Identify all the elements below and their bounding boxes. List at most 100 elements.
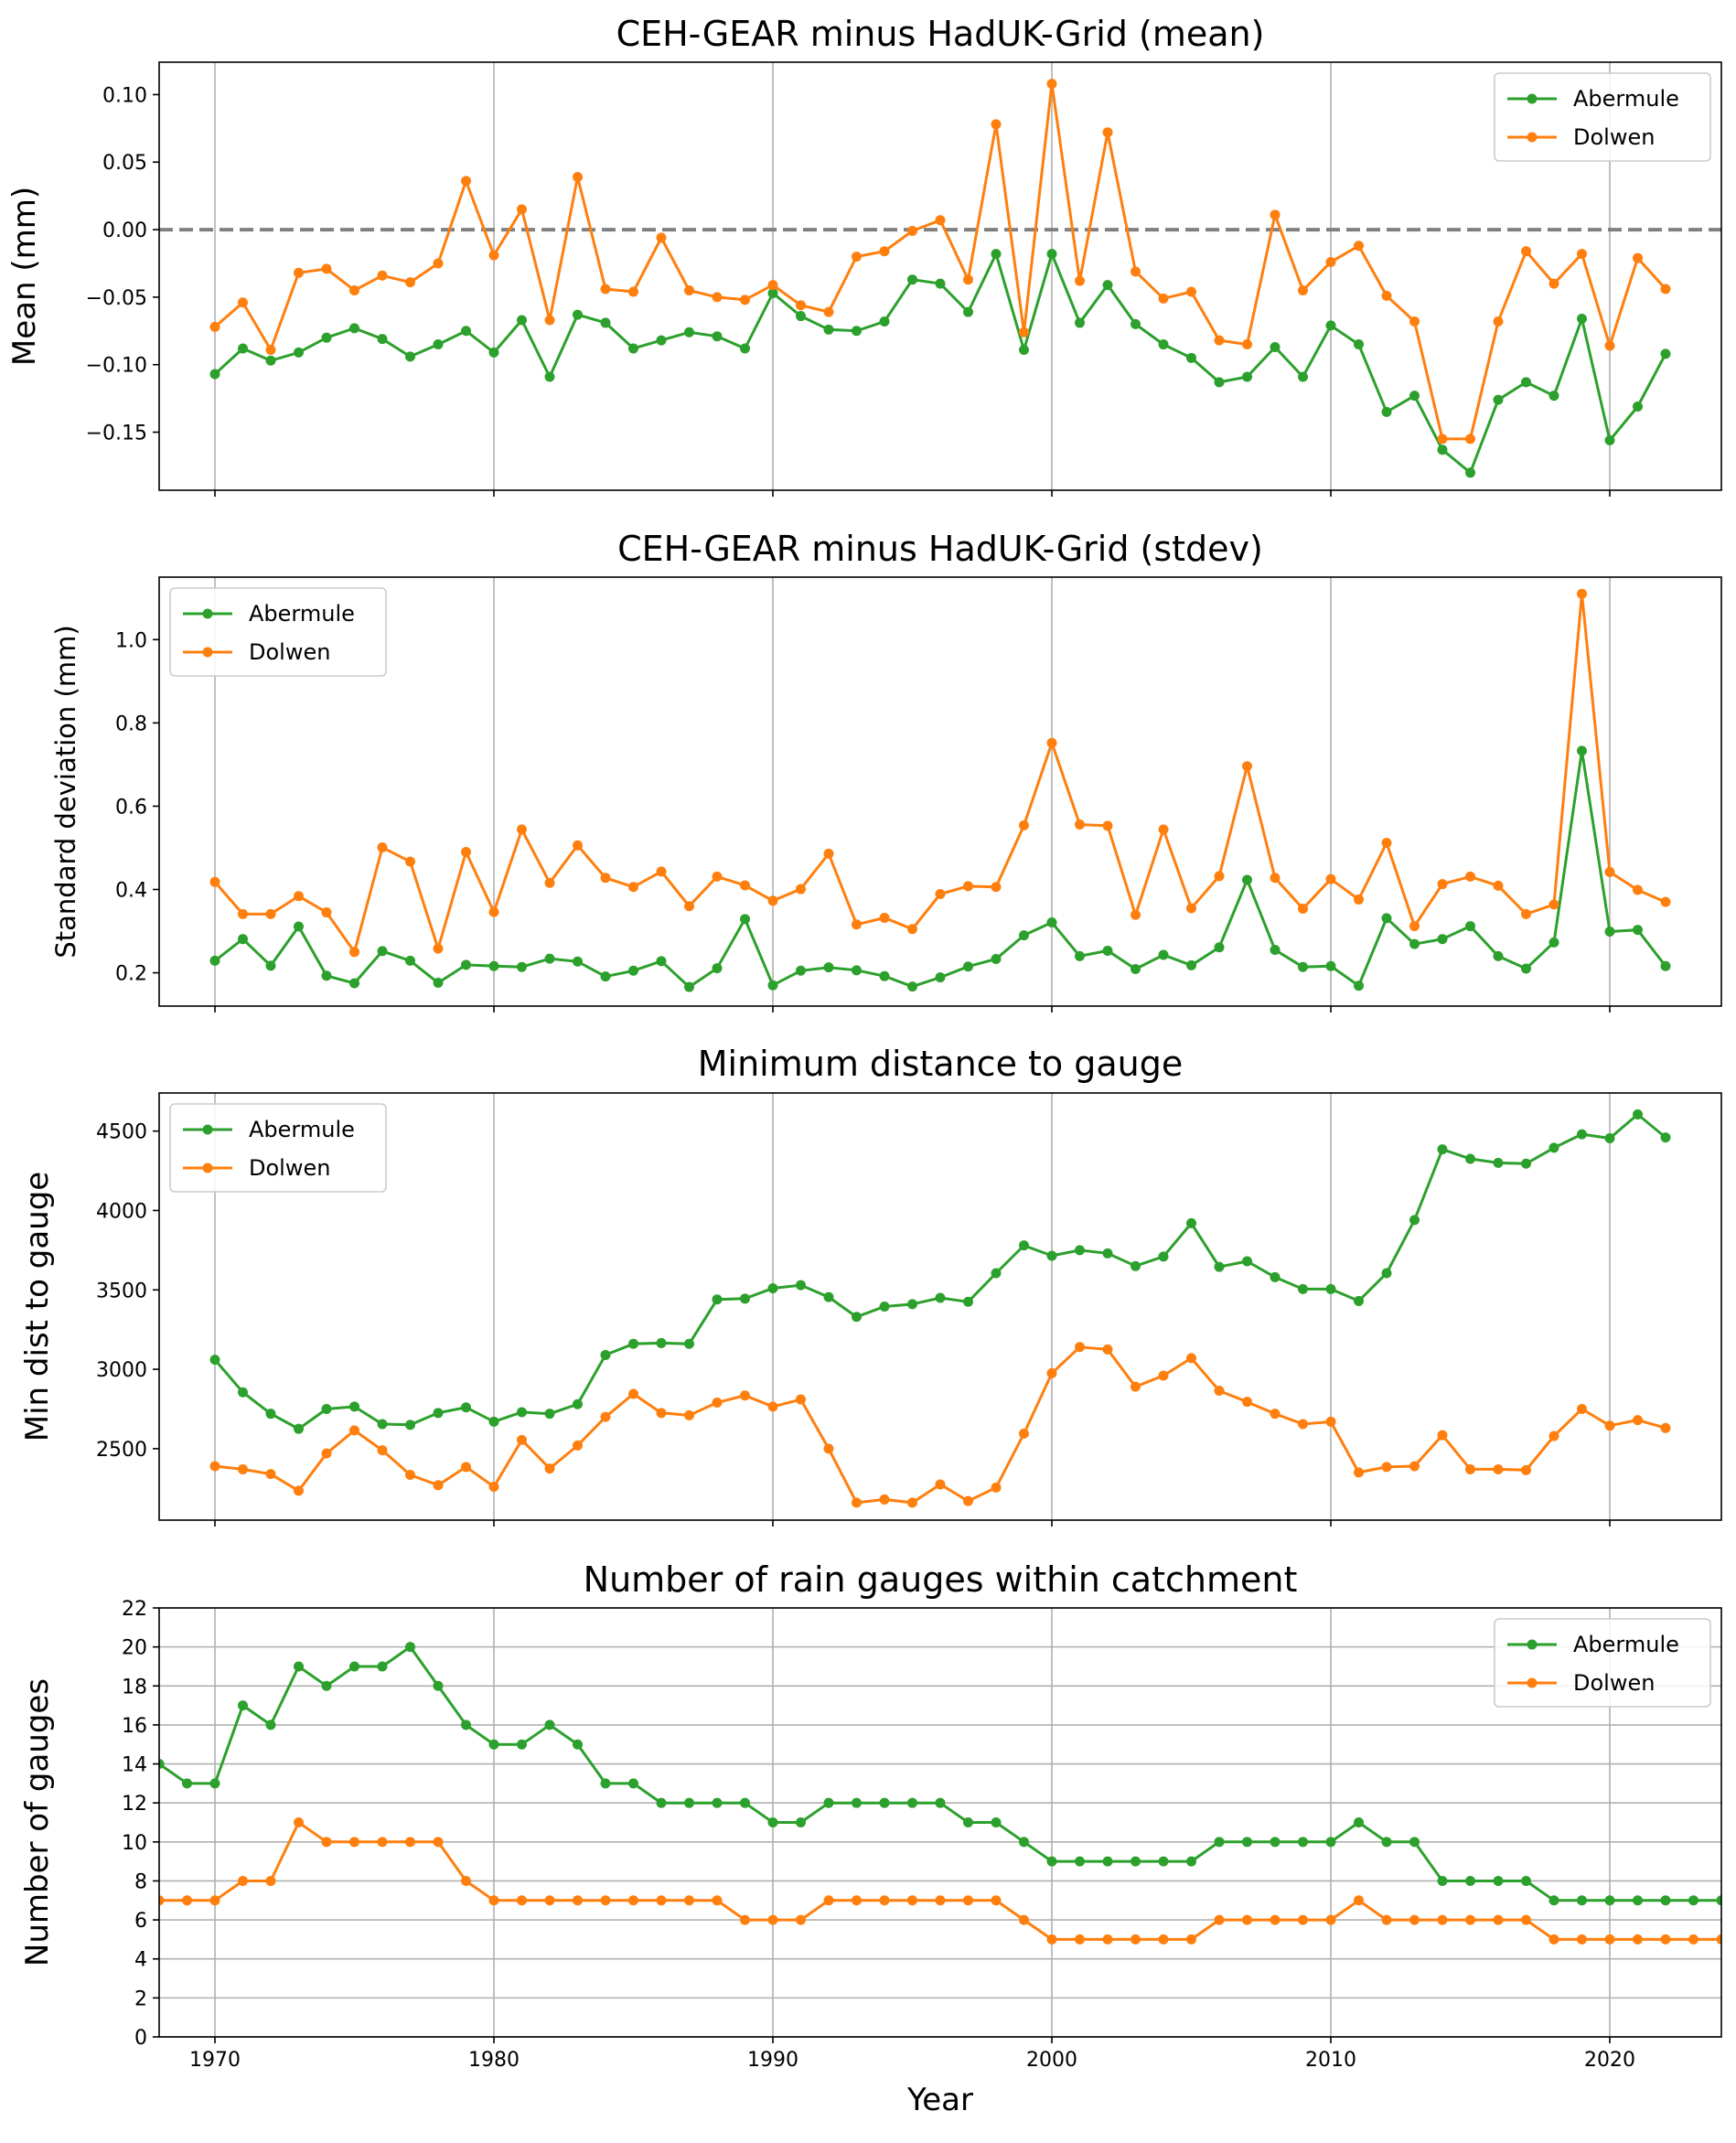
data-point bbox=[1465, 1875, 1475, 1886]
data-point bbox=[600, 971, 611, 982]
data-point bbox=[1521, 246, 1531, 257]
data-point bbox=[1075, 1856, 1085, 1867]
data-point bbox=[209, 1461, 220, 1472]
axes-frame bbox=[158, 61, 1722, 491]
data-point bbox=[1521, 963, 1531, 974]
series-dolwen bbox=[209, 1342, 1671, 1508]
data-point bbox=[1075, 275, 1085, 286]
legend-entry-abermule: Abermule bbox=[249, 601, 355, 627]
series-abermule bbox=[159, 1642, 1721, 1906]
data-point bbox=[1437, 1875, 1448, 1886]
data-point bbox=[1046, 1856, 1057, 1867]
data-point bbox=[991, 1817, 1002, 1827]
y-tick-label: 2 bbox=[134, 1988, 147, 2010]
data-point bbox=[1604, 1895, 1615, 1906]
y-tick-label: 22 bbox=[122, 1598, 147, 1621]
data-point bbox=[405, 955, 415, 966]
data-point bbox=[1633, 1895, 1643, 1906]
data-point bbox=[1186, 286, 1196, 297]
data-point bbox=[684, 327, 694, 338]
data-point bbox=[1270, 1409, 1281, 1420]
data-point bbox=[963, 961, 973, 972]
data-point bbox=[1019, 327, 1029, 338]
data-point bbox=[991, 882, 1002, 893]
data-point bbox=[907, 274, 917, 285]
data-point bbox=[1075, 317, 1085, 328]
y-tick-label: 4000 bbox=[96, 1200, 147, 1223]
series-line-abermule bbox=[214, 750, 1667, 990]
data-point bbox=[1660, 960, 1671, 971]
data-point bbox=[1102, 820, 1113, 831]
data-point bbox=[1633, 1934, 1643, 1945]
data-point bbox=[1158, 1251, 1169, 1262]
data-point bbox=[405, 1420, 415, 1430]
data-point bbox=[852, 1497, 862, 1508]
data-point bbox=[1633, 401, 1643, 412]
legend-entry-abermule: Abermule bbox=[1573, 1632, 1679, 1657]
data-point bbox=[1075, 1245, 1085, 1256]
data-point bbox=[294, 347, 304, 358]
data-point bbox=[1186, 903, 1196, 914]
data-point bbox=[1548, 1142, 1559, 1153]
data-point bbox=[1325, 1837, 1336, 1848]
x-axis-label: Year bbox=[906, 2082, 973, 2118]
data-point bbox=[1298, 903, 1308, 914]
data-point bbox=[767, 1817, 778, 1827]
data-point bbox=[712, 963, 723, 974]
data-point bbox=[1242, 371, 1252, 382]
data-point bbox=[182, 1778, 192, 1789]
data-point bbox=[209, 321, 220, 332]
data-point bbox=[1158, 1856, 1169, 1867]
chart-title: Minimum distance to gauge bbox=[698, 1044, 1184, 1084]
data-point bbox=[1437, 445, 1448, 455]
data-point bbox=[1354, 1817, 1364, 1827]
data-point bbox=[377, 1419, 388, 1430]
data-point bbox=[377, 270, 388, 281]
data-point bbox=[796, 1394, 806, 1405]
data-point bbox=[1186, 1353, 1196, 1364]
data-point bbox=[1493, 950, 1504, 961]
data-point bbox=[1242, 1256, 1252, 1267]
data-point bbox=[712, 871, 723, 882]
data-point bbox=[1214, 1914, 1225, 1925]
data-point bbox=[1102, 127, 1113, 138]
data-point bbox=[628, 1338, 638, 1349]
data-point bbox=[209, 876, 220, 887]
legend-box bbox=[169, 587, 387, 677]
data-point bbox=[488, 250, 499, 261]
data-point bbox=[1354, 894, 1364, 905]
data-point bbox=[656, 956, 667, 967]
data-point bbox=[1214, 335, 1225, 346]
data-point bbox=[1298, 1837, 1308, 1848]
data-point bbox=[796, 300, 806, 311]
data-point bbox=[1270, 945, 1281, 956]
data-point bbox=[600, 873, 611, 884]
data-point bbox=[1186, 352, 1196, 363]
x-tick-label: 1970 bbox=[189, 2049, 241, 2072]
data-point bbox=[294, 921, 304, 932]
data-point bbox=[1019, 1240, 1029, 1251]
data-point bbox=[796, 1817, 806, 1827]
y-tick-label: 0.4 bbox=[115, 880, 147, 903]
data-point bbox=[1548, 1895, 1559, 1906]
data-point bbox=[1548, 937, 1559, 948]
data-point bbox=[1493, 1875, 1504, 1886]
data-point bbox=[1409, 921, 1420, 932]
data-point bbox=[740, 880, 750, 891]
data-point bbox=[600, 1778, 611, 1789]
y-tick-label: −0.15 bbox=[86, 423, 147, 445]
data-point bbox=[1131, 318, 1141, 329]
data-point bbox=[349, 1401, 359, 1412]
y-tick-label: 16 bbox=[122, 1715, 147, 1738]
data-point bbox=[1437, 1430, 1448, 1441]
data-point bbox=[1019, 1914, 1029, 1925]
data-point bbox=[265, 1469, 276, 1480]
data-point bbox=[1298, 1283, 1308, 1294]
data-point bbox=[349, 1661, 359, 1672]
legend: Abermule Dolwen bbox=[169, 1103, 387, 1193]
legend: Abermule Dolwen bbox=[1494, 1618, 1711, 1708]
data-point bbox=[265, 1720, 276, 1730]
data-point bbox=[349, 947, 359, 958]
series-abermule bbox=[209, 745, 1671, 992]
